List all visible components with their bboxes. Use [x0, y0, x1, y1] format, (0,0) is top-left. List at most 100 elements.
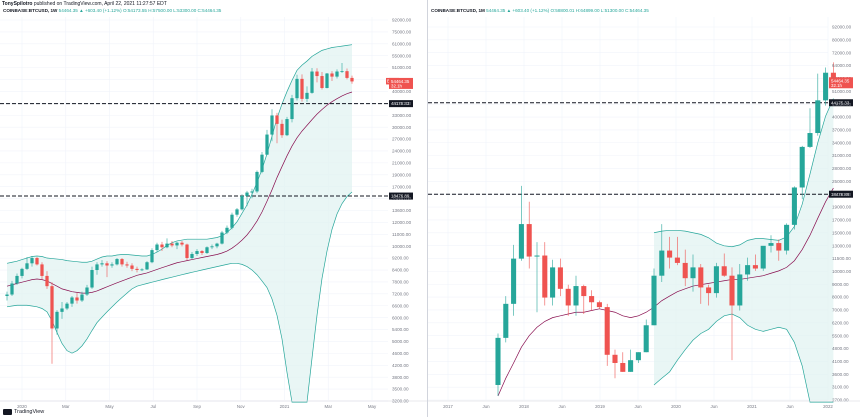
price-tick-label: 3500.00 [392, 387, 409, 392]
candle-body [215, 243, 219, 247]
time-tick-label: Jun [558, 404, 566, 409]
price-tick-label: 10000.00 [832, 269, 852, 274]
bb-lower-line [653, 313, 834, 403]
candle-body [65, 303, 69, 309]
candle-body [175, 242, 179, 246]
price-tick-label: 5500.00 [832, 333, 849, 338]
candle-body [596, 302, 602, 308]
price-tick-label: 64000.00 [832, 63, 852, 68]
level-label-bg [389, 192, 413, 200]
weekly-ohlc: 54464.35 ▲ +603.40 (+1.12%) O:54173.55 H… [58, 8, 222, 13]
bb-lower-line [6, 191, 353, 403]
price-tick-label: 40000.00 [392, 89, 412, 94]
candle-body [35, 258, 39, 265]
candle-body [305, 92, 309, 99]
candle-body [659, 250, 665, 276]
candle-body [85, 287, 89, 295]
candle-body [752, 265, 758, 269]
candle-body [667, 250, 673, 258]
candle-body [335, 71, 339, 77]
price-tick-label: 17000.00 [392, 184, 412, 189]
candle-body [799, 146, 805, 188]
chart-panel-weekly[interactable]: 44175.33 18476.89 92000.00 75000.00 61000.00… [0, 0, 428, 417]
candle-body [30, 258, 34, 264]
bollinger-band-fill [7, 44, 352, 401]
price-tick-label: 19000.00 [392, 172, 412, 177]
candle-body [20, 268, 24, 276]
candle-body [130, 265, 134, 269]
candle-body [628, 360, 634, 372]
price-tick-label: 10000.00 [392, 244, 412, 249]
price-tick-label: 7800.00 [392, 280, 409, 285]
candle-body [823, 72, 829, 101]
price-tick-label: 2700.00 [832, 398, 849, 403]
candle-body [195, 251, 199, 254]
time-tick-label: Jun [786, 404, 794, 409]
candle-body [285, 119, 289, 136]
tradingview-footer[interactable]: TradingView [3, 409, 44, 415]
candle-body [534, 255, 540, 257]
candle-body [776, 243, 782, 251]
candle-body [526, 224, 532, 257]
candle-body [165, 243, 169, 248]
candle-body [95, 264, 99, 271]
candle-body [604, 307, 610, 355]
price-tick-label: 9000.00 [832, 282, 849, 287]
time-tick-label: 2021 [747, 404, 757, 409]
candle-body [518, 224, 524, 259]
bb-upper-line [6, 44, 353, 264]
bb-basis-line [497, 187, 834, 397]
candle-body [573, 286, 579, 306]
candle-body [290, 98, 294, 120]
candle-body [185, 244, 189, 259]
publish-header: TonySpilotro published on TradingView.co… [2, 1, 167, 7]
candle-body [180, 242, 184, 245]
candle-body [340, 71, 344, 72]
candle-body [160, 244, 164, 248]
price-tick-label: 13600.00 [392, 208, 412, 213]
candle-body [170, 243, 174, 246]
candle-body [240, 195, 244, 210]
price-tick-label: 37000.00 [832, 127, 852, 132]
time-tick-label: May [368, 404, 377, 409]
author-name[interactable]: TonySpilotro [2, 1, 33, 7]
candle-body [495, 337, 501, 385]
time-tick-label: Jun [634, 404, 642, 409]
level-label: 44175.33 [831, 100, 850, 105]
price-tick-label: 40000.00 [832, 115, 852, 120]
price-tick-label: 8400.00 [392, 268, 409, 273]
candle-body [295, 78, 299, 99]
price-tick-label: 92000.00 [832, 25, 852, 30]
price-tick-label: 6000.00 [392, 315, 409, 320]
candle-body [315, 71, 319, 77]
price-tick-label: 75000.00 [392, 30, 412, 35]
weekly-symbol: COINBASE:BTCUSD, 1W [3, 8, 58, 13]
candle-body [260, 154, 264, 172]
candle-body [235, 209, 239, 215]
price-tick-label: 3600.00 [832, 372, 849, 377]
price-tick-label: 7200.00 [392, 291, 409, 296]
bb-basis-line [6, 91, 353, 294]
time-tick-label: Nov [237, 404, 246, 409]
price-tick-label: 21000.00 [392, 160, 412, 165]
price-tick-label: 92000.00 [392, 18, 412, 23]
candle-body [150, 250, 154, 263]
chart-panel-monthly[interactable]: 44175.33 18476.89 92000.00 80000.00 72000.00… [428, 0, 860, 417]
candle-body [250, 191, 254, 193]
time-tick-label: Mar [324, 404, 332, 409]
candle-body [220, 232, 224, 244]
time-tick-label: 2018 [519, 404, 529, 409]
candle-body [275, 115, 279, 124]
bb-upper-line [653, 98, 834, 248]
chart-svg: 44175.33 18476.89 92000.00 80000.00 72000.00… [428, 17, 860, 409]
candle-body [768, 243, 774, 246]
candle-body [70, 297, 74, 304]
candle-body [791, 187, 797, 225]
candle-body [807, 133, 813, 147]
candle-body [270, 115, 274, 135]
price-tick-label: 27000.00 [392, 137, 412, 142]
candle-body [745, 265, 751, 275]
price-tick-label: 15000.00 [832, 230, 852, 235]
time-tick-label: Sep [193, 404, 201, 409]
monthly-legend: COINBASE:BTCUSD, 1M 54464.35 ▲ +603.40 (… [431, 8, 649, 13]
